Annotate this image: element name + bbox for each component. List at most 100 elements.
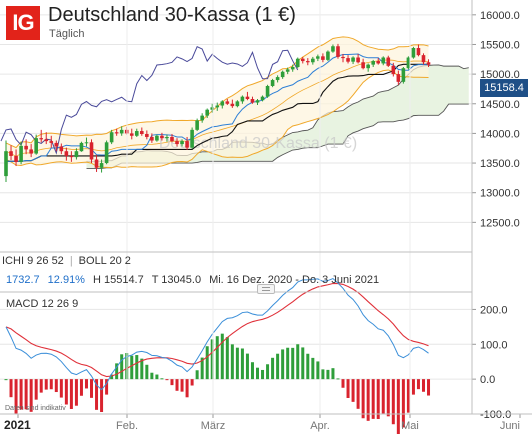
ig-logo: IG [6, 6, 40, 40]
indicator-divider: | [69, 255, 73, 267]
macd-histogram-bar [120, 354, 124, 380]
candle-body [155, 135, 159, 141]
price-tick-label: 13500.0 [480, 158, 520, 170]
macd-histogram-bar [14, 379, 18, 414]
last-price-tag: 15158.4 [480, 79, 528, 97]
macd-histogram-bar [84, 379, 88, 389]
candle-body [175, 141, 179, 145]
macd-axis: 200.0 100.0 0.0 -100.0 [472, 304, 511, 421]
candle-body [361, 62, 365, 69]
price-tick-label: 12500.0 [480, 217, 520, 229]
candle-body [109, 132, 114, 143]
price-axis: 12500.0 13000.0 13500.0 14000.0 14500.0 15000… [472, 10, 520, 229]
candle-body [200, 115, 204, 121]
candle-body [94, 159, 99, 168]
price-tick-label: 16000.0 [480, 10, 520, 22]
candle-body [145, 134, 149, 137]
candle-body [69, 155, 74, 158]
candle-body [9, 151, 13, 156]
candle-body [371, 61, 375, 65]
macd-histogram-bar [266, 364, 270, 380]
disclaimer-text: Daten sind indikativ [5, 405, 66, 412]
candle-body [356, 57, 360, 63]
macd-histogram-bar [100, 379, 104, 413]
candle-body [280, 71, 285, 78]
candle-body [190, 129, 194, 148]
macd-histogram-bar [79, 379, 83, 396]
candle-body [54, 142, 59, 147]
macd-histogram-bar [105, 379, 109, 395]
macd-param: 26 [56, 298, 70, 310]
macd-histogram-bar [366, 379, 370, 421]
price-tick-label: 14000.0 [480, 128, 520, 140]
candle-body [411, 48, 416, 58]
macd-histogram-bar [230, 344, 234, 380]
macd-histogram-bar [115, 363, 119, 380]
candle-body [89, 142, 94, 160]
macd-histogram-bar [155, 374, 159, 380]
candle-body [185, 141, 189, 148]
macd-histogram-bar [291, 347, 295, 380]
boll-param: 20 [109, 255, 122, 267]
time-tick-label: 2021 [4, 418, 31, 432]
macd-histogram-bar [205, 346, 209, 380]
macd-line [5, 277, 429, 391]
macd-histogram-bar [396, 379, 400, 434]
macd-tick-label: 200.0 [480, 304, 508, 316]
macd-tick-label: 0.0 [480, 374, 495, 386]
macd-histogram-bar [336, 378, 340, 380]
candle-body [14, 155, 18, 162]
price-tick-label: 15000.0 [480, 69, 520, 81]
macd-histogram-bar [180, 379, 184, 392]
macd-histogram-bar [210, 339, 214, 380]
macd-histogram-bar [401, 379, 405, 428]
timeframe-label[interactable]: Täglich [49, 28, 85, 40]
candle-body [260, 96, 265, 101]
macd-param: 9 [72, 298, 79, 310]
macd-histogram-bar [195, 370, 199, 380]
candle-body [114, 132, 119, 134]
macd-histogram-bar [19, 379, 23, 410]
macd-histogram-bar [49, 379, 53, 390]
candle-body [99, 163, 104, 168]
candle-body [311, 58, 315, 63]
macd-indicator[interactable]: MACD 12 26 9 [6, 298, 78, 310]
candle-body [406, 57, 411, 69]
macd-histogram-bar [24, 379, 28, 410]
macd-histogram-bar [59, 379, 63, 398]
candle-body [290, 67, 295, 70]
ichi-param: 26 [36, 255, 49, 267]
ichi-indicator[interactable]: ICHI 9 26 52 [2, 255, 64, 267]
date-range: Mi. 16 Dez. 2020 - Do. 3 Juni 2021 [209, 274, 380, 286]
macd-histogram-bar [256, 367, 259, 380]
chart-watermark: Deutschland 30-Kassa (1 €) [159, 135, 357, 152]
candle-body [401, 68, 406, 82]
pane-resize-handle[interactable] [257, 284, 275, 294]
candle-body [140, 131, 144, 135]
candle-body [220, 101, 225, 106]
macd-histogram-bar [4, 379, 8, 381]
price-change-percent: 12.91% [47, 274, 85, 286]
ichi-param: 52 [51, 255, 64, 267]
macd-histogram-bar [215, 336, 219, 380]
candle-body [265, 85, 270, 97]
candle-body [331, 46, 335, 52]
macd-histogram-bar [110, 374, 114, 380]
candle-body [376, 61, 381, 64]
macd-histogram-bar [220, 333, 224, 380]
boll-indicator[interactable]: BOLL 20 2 [79, 255, 131, 267]
macd-histogram-bar [190, 379, 194, 386]
macd-tick-label: -100.0 [480, 409, 511, 421]
macd-name: MACD [6, 298, 39, 310]
price-candles [4, 43, 431, 183]
macd-histogram-bar [250, 362, 254, 380]
macd-histogram-bar [421, 379, 425, 392]
macd-histogram-bar [276, 353, 280, 380]
macd-histogram-bar [175, 379, 179, 391]
macd-histogram-bar [306, 353, 310, 380]
macd-histogram-bar [235, 347, 239, 380]
candle-body [346, 58, 350, 62]
candle-body [205, 109, 209, 116]
candle-body [119, 129, 124, 134]
